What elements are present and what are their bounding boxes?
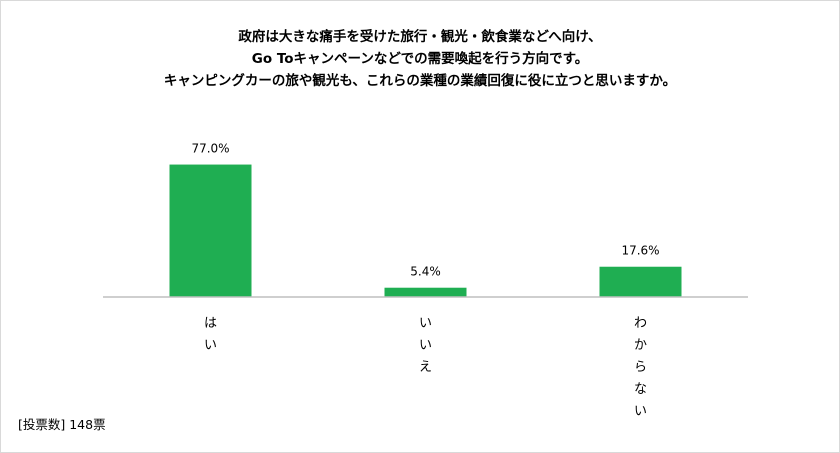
title-line-1: 政府は大きな痛手を受けた旅行・観光・飲食業などへ向け、 xyxy=(238,29,602,45)
chart-title: 政府は大きな痛手を受けた旅行・観光・飲食業などへ向け、 Go Toキャンペーンな… xyxy=(0,26,840,92)
data-label-2: 5.4% xyxy=(410,265,441,279)
bar-3 xyxy=(599,266,682,297)
title-line-3: キャンピングカーの旅や観光も、これらの業種の業績回復に役に立つと思いますか。 xyxy=(163,73,677,89)
category-label-2: いいえ xyxy=(419,316,432,375)
data-label-3: 17.6% xyxy=(621,244,659,258)
vote-count-footnote: [投票数] 148票 xyxy=(18,417,106,432)
bar-1 xyxy=(169,164,252,297)
category-label-1: はい xyxy=(204,316,217,353)
category-label-3: わからない xyxy=(634,316,647,419)
bar-2 xyxy=(384,287,467,297)
data-label-1: 77.0% xyxy=(191,142,229,156)
title-line-2: Go Toキャンペーンなどでの需要喚起を行う方向です。 xyxy=(251,51,589,67)
